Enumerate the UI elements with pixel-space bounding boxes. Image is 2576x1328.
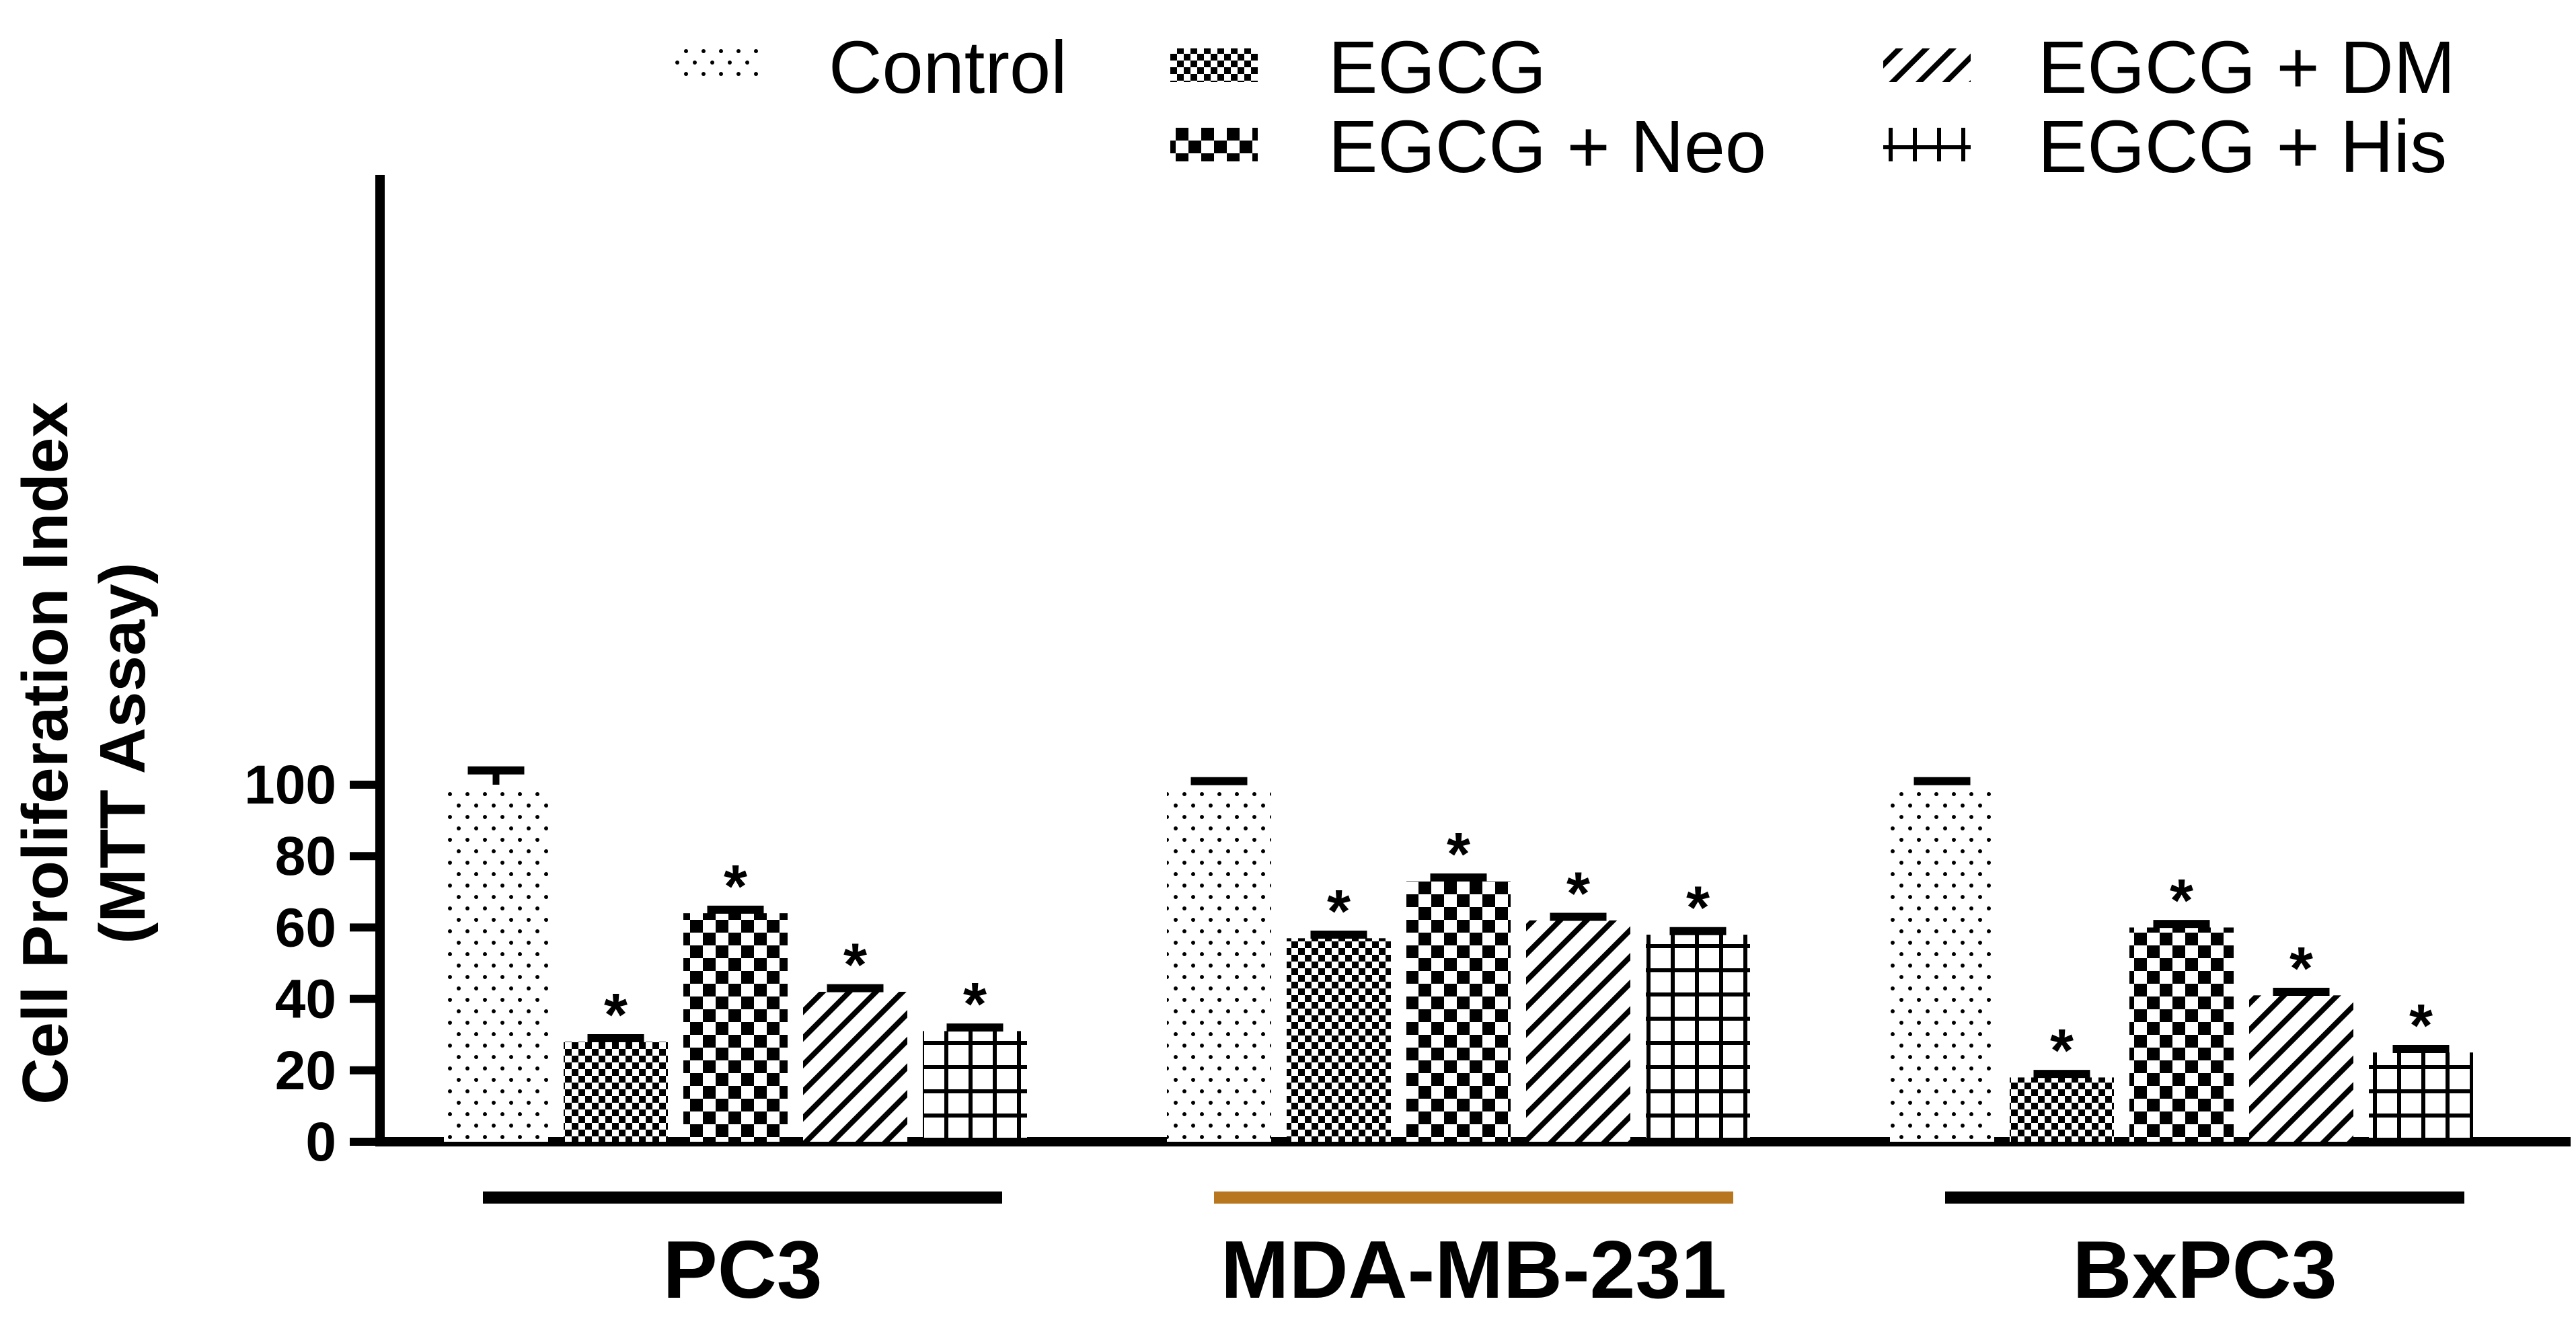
significance-star: * [604, 982, 628, 1049]
significance-star: * [2289, 935, 2313, 1003]
legend-label: EGCG + DM [2038, 26, 2455, 109]
bar-egcg-dm-mda-mb-231 [1526, 920, 1630, 1142]
y-tick-label: 40 [275, 969, 336, 1030]
significance-star: * [1327, 878, 1351, 945]
legend-swatch [1883, 128, 1971, 161]
legend-label: EGCG [1328, 26, 1546, 109]
bar-egcg-neo-bxpc3 [2129, 927, 2234, 1142]
legend-label: EGCG + Neo [1328, 106, 1766, 188]
significance-star: * [724, 853, 747, 921]
significance-star: * [843, 932, 867, 999]
y-ticks: 0 20 40 60 80 100 [244, 754, 380, 1173]
y-tick-label: 80 [275, 826, 336, 887]
category-labels: PC3 MDA-MB-231 BxPC3 [483, 1192, 2464, 1315]
category-label: MDA-MB-231 [1221, 1224, 1727, 1315]
bar-egcg-his-mda-mb-231 [1646, 935, 1750, 1142]
significance-star: * [2050, 1017, 2074, 1085]
significance-star: * [1566, 860, 1590, 927]
legend-label: Control [829, 26, 1067, 109]
bar-egcg-neo-mda-mb-231 [1406, 881, 1511, 1142]
significance-star: * [2409, 992, 2433, 1060]
legend-swatch [1170, 128, 1258, 161]
bar-egcg-his-pc3 [923, 1031, 1027, 1142]
legend-swatch [673, 48, 760, 82]
legend-swatch [1883, 48, 1971, 82]
bar-egcg-his-bxpc3 [2369, 1052, 2473, 1142]
bar-egcg-mda-mb-231 [1287, 938, 1391, 1142]
y-tick-label: 20 [275, 1040, 336, 1101]
bar-egcg-pc3 [564, 1042, 668, 1142]
significance-star: * [1447, 821, 1470, 888]
category-bracket [1214, 1192, 1733, 1204]
bar-egcg-dm-pc3 [803, 991, 907, 1142]
significance-star: * [963, 971, 987, 1038]
bar-egcg-dm-bxpc3 [2249, 995, 2353, 1142]
bar-egcg-bxpc3 [2010, 1077, 2114, 1142]
legend-swatch [1170, 48, 1258, 82]
y-axis-title-line2: (MTT Assay) [87, 562, 159, 943]
bars: * * * * * * * * * * * * [444, 766, 2473, 1142]
category-label: BxPC3 [2072, 1224, 2337, 1315]
y-axis-title: Cell Proliferation Index (MTT Assay) [9, 401, 159, 1105]
significance-star: * [2170, 867, 2193, 935]
bar-control-bxpc3 [1890, 785, 1994, 1142]
y-axis-title-line1: Cell Proliferation Index [9, 401, 81, 1105]
bar-control-mda-mb-231 [1167, 785, 1271, 1142]
y-tick-label: 100 [244, 754, 336, 816]
legend-label: EGCG + His [2038, 106, 2447, 188]
category-label: PC3 [662, 1224, 822, 1315]
category-bracket [1945, 1192, 2464, 1204]
y-tick-label: 60 [275, 897, 336, 958]
y-tick-label: 0 [305, 1111, 336, 1173]
category-bracket [483, 1192, 1002, 1204]
significance-star: * [1686, 875, 1710, 942]
bar-egcg-neo-pc3 [683, 913, 788, 1142]
bar-control-pc3 [444, 785, 548, 1142]
